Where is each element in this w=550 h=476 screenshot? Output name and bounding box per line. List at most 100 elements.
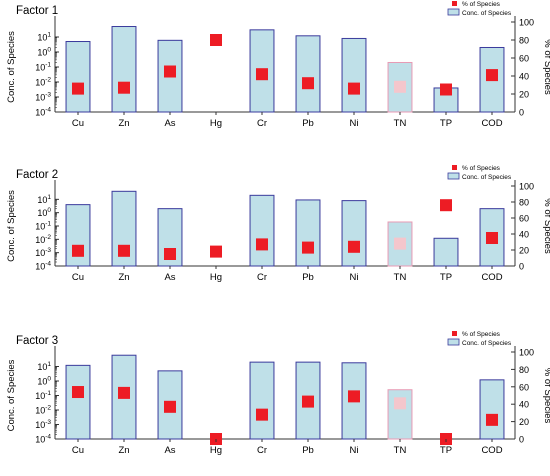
- x-tick-label: TP: [440, 272, 452, 283]
- legend-marker-conc: [447, 172, 460, 180]
- marker-cod: [486, 413, 498, 426]
- y-tick-label: 100: [37, 47, 51, 58]
- marker-tp: [440, 199, 452, 212]
- marker-hg: [210, 34, 222, 46]
- x-tick-label: COD: [481, 118, 502, 129]
- x-tick-label: Ni: [350, 118, 359, 129]
- y-tick-label: 10-4: [35, 261, 51, 272]
- x-tick-label: Cu: [72, 118, 84, 129]
- y2-tick-label: 100: [519, 348, 534, 358]
- y2-tick-label: 80: [519, 36, 529, 46]
- y2-tick-label: 80: [519, 365, 529, 375]
- y-axis-title: Conc. of Species: [6, 190, 17, 262]
- marker-tn: [394, 80, 406, 93]
- y2-axis-title: % of Species: [542, 198, 550, 254]
- y-tick-label: 10-1: [35, 62, 51, 73]
- x-tick-label: TP: [440, 445, 452, 456]
- panel-title: Factor 3: [16, 335, 58, 347]
- legend-marker-pct: [452, 331, 457, 336]
- marker-ni: [348, 240, 360, 253]
- legend-label-conc: Conc. of Species: [462, 174, 512, 181]
- legend-label-conc: Conc. of Species: [462, 10, 512, 17]
- marker-zn: [118, 244, 130, 257]
- x-tick-label: Cr: [257, 118, 267, 129]
- marker-cod: [486, 232, 498, 244]
- x-tick-label: Cu: [72, 445, 84, 456]
- y-tick-label: 101: [37, 32, 51, 43]
- marker-cu: [72, 386, 84, 399]
- bar-ni: [341, 200, 367, 267]
- marker-ni: [348, 82, 360, 95]
- marker-as: [164, 400, 176, 413]
- x-tick-label: Pb: [302, 272, 314, 283]
- x-tick-label: Ni: [350, 445, 359, 456]
- x-tick-label: Hg: [210, 118, 222, 129]
- y2-tick-label: 40: [519, 400, 529, 410]
- marker-pb: [302, 77, 314, 90]
- x-tick-label: Hg: [210, 272, 222, 283]
- bar-pb: [295, 35, 321, 113]
- legend-label-pct: % of Species: [462, 165, 501, 172]
- marker-zn: [118, 81, 130, 94]
- x-tick-label: Cr: [257, 272, 267, 283]
- bar-pb: [295, 199, 321, 267]
- y-tick-label: 10-3: [35, 92, 51, 103]
- y2-tick-label: 20: [519, 90, 529, 100]
- y2-axis-title: % of Species: [542, 368, 550, 424]
- y2-tick-label: 60: [519, 214, 529, 224]
- y2-tick-label: 60: [519, 54, 529, 64]
- x-tick-label: Zn: [118, 445, 129, 456]
- marker-cod: [486, 69, 498, 82]
- marker-tn: [394, 237, 406, 250]
- y-axis-title: Conc. of Species: [6, 31, 17, 103]
- bar-tn: [387, 389, 413, 440]
- marker-cr: [256, 68, 268, 81]
- x-tick-label: Zn: [118, 118, 129, 129]
- legend-marker-conc: [447, 8, 460, 16]
- y2-tick-label: 20: [519, 246, 529, 256]
- marker-cr: [256, 408, 268, 421]
- x-tick-label: Zn: [118, 272, 129, 283]
- y-tick-label: 10-2: [35, 77, 51, 88]
- y2-tick-label: 40: [519, 230, 529, 240]
- y-tick-label: 10-2: [35, 234, 51, 245]
- y2-tick-label: 40: [519, 72, 529, 82]
- y-tick-label: 10-1: [35, 390, 51, 401]
- marker-cu: [72, 82, 84, 95]
- y-tick-label: 100: [37, 376, 51, 387]
- bar-cu: [65, 41, 91, 113]
- y-tick-label: 100: [37, 207, 51, 218]
- y-tick-label: 101: [37, 194, 51, 205]
- x-tick-label: TP: [440, 118, 452, 129]
- bar-cr: [249, 194, 275, 267]
- marker-pb: [302, 241, 314, 254]
- y2-axis-title: % of Species: [542, 39, 550, 95]
- marker-cu: [72, 244, 84, 257]
- legend: % of Species Conc. of Species: [447, 165, 512, 181]
- legend-label-pct: % of Species: [462, 1, 501, 8]
- y2-tick-label: 80: [519, 198, 529, 208]
- legend: % of Species Conc. of Species: [447, 331, 512, 347]
- y-tick-label: 101: [37, 361, 51, 372]
- x-tick-label: Pb: [302, 118, 314, 129]
- marker-pb: [302, 395, 314, 408]
- y2-tick-label: 0: [519, 108, 524, 118]
- x-tick-label: Hg: [210, 445, 222, 456]
- x-tick-label: Cr: [257, 445, 267, 456]
- y-tick-label: 10-4: [35, 107, 51, 118]
- marker-as: [164, 248, 176, 260]
- marker-ni: [348, 390, 360, 403]
- x-tick-label: COD: [481, 272, 502, 283]
- panel-title: Factor 2: [16, 169, 58, 181]
- y-tick-label: 10-3: [35, 419, 51, 430]
- bar-zn: [111, 26, 137, 113]
- y2-tick-label: 60: [519, 382, 529, 392]
- legend-marker-pct: [452, 1, 457, 6]
- legend-label-pct: % of Species: [462, 331, 501, 338]
- factor-panel-1: Factor 1 10-4 10-3 10-2 10-1 100 101 0 20 40 60 80 1…: [6, 1, 550, 129]
- marker-tp: [440, 83, 452, 96]
- x-tick-label: Cu: [72, 272, 84, 283]
- marker-hg: [210, 245, 222, 258]
